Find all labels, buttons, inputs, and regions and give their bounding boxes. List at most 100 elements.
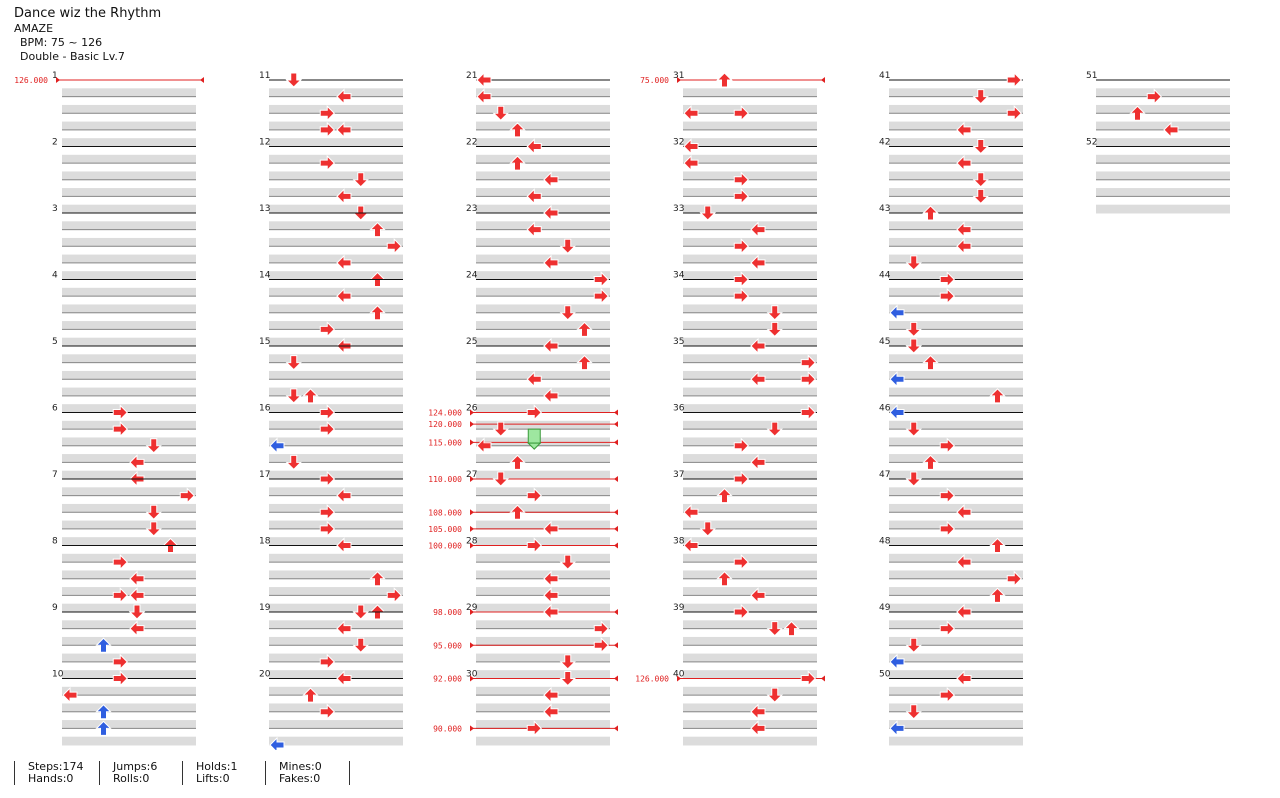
arrow-icon [576,321,593,337]
measure-number: 10 [52,670,64,680]
arrow-icon [112,670,128,687]
beat-band [683,620,817,630]
bpm-marker-icon [614,642,618,649]
arrow-icon [526,720,542,737]
measure-39: 39 [673,603,817,679]
beat-band [683,454,817,463]
beat-band [269,537,403,546]
beat-band [269,736,403,746]
beat-band [269,204,403,214]
beat-band [683,520,817,530]
arrow-icon [1006,71,1022,89]
arrow-icon [733,188,749,205]
beat-band [1096,138,1230,147]
arrow-icon [766,621,783,637]
arrow-icon [336,620,352,637]
arrow-icon [336,188,352,205]
measure-number: 21 [466,71,477,81]
measure-51: 51 [1086,71,1230,147]
beat-band [683,154,817,164]
beat-band [62,686,196,696]
arrow-icon [956,553,972,571]
bpm-label: 126.000 [14,76,48,85]
measure-number: 45 [879,337,890,347]
beat-band [62,570,196,580]
beat-band [269,420,403,430]
arrow-icon [922,454,939,470]
bpm-marker-icon [470,421,474,428]
beat-band [683,370,817,380]
stat-hands: Hands:0 [28,772,74,785]
arrow-icon [716,487,733,504]
beat-band [269,454,403,463]
arrow-icon [543,603,559,621]
beat-band [889,636,1023,646]
arrow-icon [939,620,955,637]
arrow-icon [112,420,128,438]
bpm-marker-icon [470,642,474,649]
measure-38: 38 [673,537,817,613]
beat-band [683,271,817,280]
arrow-icon [476,71,492,89]
bpm-label: 98.000 [433,608,462,617]
beat-band [683,686,817,696]
beat-band [889,337,1023,347]
beat-band [683,237,817,247]
arrow-icon [352,637,369,653]
beat-band [269,354,403,364]
stat-holds: Holds:1 [196,760,238,773]
measure-34: 34 [673,271,817,347]
bpm-marker-icon [56,77,60,83]
arrow-icon [285,355,302,371]
beat-band [269,154,403,164]
beat-band [889,237,1023,247]
arrow-icon [543,570,559,587]
arrow-icon [526,537,542,554]
arrow-icon [733,470,749,488]
step-chart: 1126.00023456789101112131415161718192021… [14,71,1230,750]
beat-band [683,287,817,297]
beat-band [62,271,196,280]
beat-band [269,670,403,679]
arrow-icon [956,238,972,255]
measure-1: 1 126.000 [14,71,204,147]
bpm-marker-icon [821,675,825,682]
beat-band [683,636,817,646]
arrow-icon [543,686,559,704]
beat-band [683,221,817,231]
measure-27: 27 110.000 108.000 105.000 [428,470,618,546]
beat-band [476,387,610,397]
beat-band [683,420,817,430]
measure-3: 3 [52,204,196,280]
beat-band [1096,104,1230,114]
stat-jumps: Jumps:6 [113,760,158,773]
beat-band [476,720,610,729]
arrow-icon [699,521,716,537]
arrow-icon [559,305,576,321]
arrow-icon [319,121,335,139]
arrow-icon [128,604,146,620]
stats-divider [349,761,350,785]
bpm-marker-icon [470,542,474,549]
beat-band [62,138,196,147]
measure-13: 13 [259,204,403,287]
arrow-icon [905,637,922,653]
beat-band [62,620,196,630]
measure-number: 8 [52,537,58,547]
beat-band [476,121,610,131]
arrow-icon [939,686,955,704]
beat-band [683,437,817,447]
measure-37: 37 [673,470,817,546]
beat-band [889,188,1023,197]
measure-4: 4 [52,271,196,347]
arrow-icon [319,703,335,720]
beat-band [269,387,403,397]
measure-22: 22 [466,138,610,214]
measure-number: 15 [259,337,270,347]
measure-48: 48 [879,537,1023,613]
beat-band [476,454,610,463]
beat-band [62,237,196,247]
beat-band [683,703,817,713]
bpm-label: 75.000 [640,76,669,85]
beat-band [269,404,403,413]
